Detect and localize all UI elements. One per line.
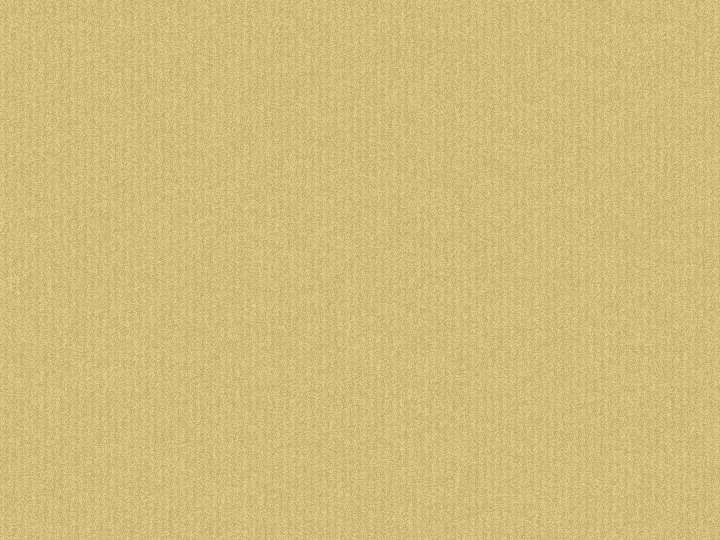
Text: •: •: [121, 196, 136, 221]
Text: Phase I (non-synthetic): Phase I (non-synthetic): [138, 196, 438, 218]
Text: Phases of Drug Metabolism: Phases of Drug Metabolism: [68, 109, 670, 147]
Text: After phase I reaction, drug may become water: After phase I reaction, drug may become …: [143, 264, 692, 286]
Text: – in this reaction functional: – in this reaction functional: [370, 196, 695, 218]
Text: soluble or lipid soluble.: soluble or lipid soluble.: [143, 298, 413, 320]
Text: attached to drug and make it water soluble.: attached to drug and make it water solub…: [138, 377, 646, 400]
Text: Phase II (synthetic): Phase II (synthetic): [138, 343, 390, 366]
Text: – in this reaction a conjugate is: – in this reaction a conjugate is: [333, 343, 703, 366]
Text: •: •: [121, 343, 136, 368]
Text: group get attached with drug molecule.: group get attached with drug molecule.: [138, 230, 598, 252]
